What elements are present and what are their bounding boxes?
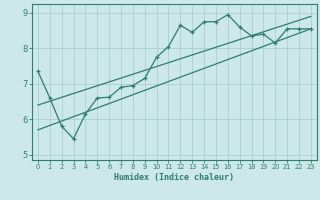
X-axis label: Humidex (Indice chaleur): Humidex (Indice chaleur) — [115, 173, 234, 182]
